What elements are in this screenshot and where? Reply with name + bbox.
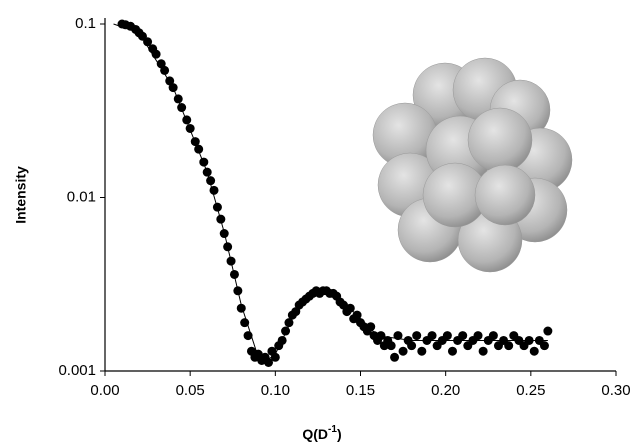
x-tick-label: 0.00 <box>90 382 119 399</box>
data-point <box>270 352 280 362</box>
data-point <box>407 341 417 351</box>
data-point <box>398 346 408 356</box>
data-point <box>185 123 195 133</box>
data-point <box>504 341 514 351</box>
data-point <box>417 346 427 356</box>
data-point <box>390 352 400 362</box>
data-point <box>182 115 192 125</box>
x-tick-label: 0.15 <box>346 382 375 399</box>
data-point <box>447 346 457 356</box>
data-point <box>160 65 170 75</box>
data-point <box>240 318 250 328</box>
data-point <box>529 346 539 356</box>
x-tick-label: 0.30 <box>601 382 630 399</box>
data-point <box>143 37 153 47</box>
data-point <box>173 94 183 104</box>
data-point <box>427 331 437 341</box>
y-tick-label: 0.1 <box>75 15 96 32</box>
y-tick-label: 0.01 <box>67 188 96 205</box>
data-point <box>206 176 216 186</box>
data-point <box>156 59 166 69</box>
y-axis-label: Intensity <box>13 166 29 224</box>
data-point <box>412 331 422 341</box>
x-tick-label: 0.25 <box>516 382 545 399</box>
data-point <box>543 326 553 336</box>
y-tick-label: 0.001 <box>58 362 96 379</box>
x-tick-label: 0.20 <box>431 382 460 399</box>
data-point <box>281 326 291 336</box>
x-tick-label: 0.05 <box>176 382 205 399</box>
x-axis-label: Q(D-1) <box>302 424 341 442</box>
data-point <box>199 157 209 167</box>
bead-model <box>372 57 573 273</box>
data-point <box>209 185 219 195</box>
x-tick-label: 0.10 <box>261 382 290 399</box>
fit-line <box>113 23 548 362</box>
data-point <box>473 331 483 341</box>
data-point <box>458 331 468 341</box>
data-point <box>478 346 488 356</box>
data-point <box>386 341 396 351</box>
data-point <box>442 331 452 341</box>
data-point <box>488 331 498 341</box>
data-point <box>366 322 376 332</box>
data-point <box>194 144 204 154</box>
data-point <box>539 341 549 351</box>
